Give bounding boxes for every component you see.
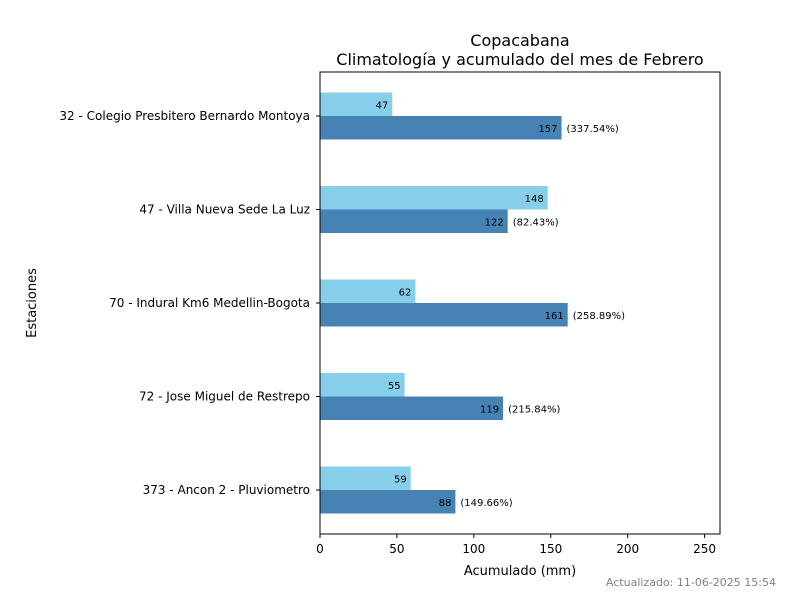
bar-value-label: 47 [376,100,389,111]
x-axis-label: Acumulado (mm) [464,564,576,579]
x-axis: 0 50 100 150 200 250 [316,534,716,556]
bar-labels-layer: 47 157 (337.54%) 148 122 (82.43%) 62 161 (258.89… [376,100,626,509]
bar-percent-label: (258.89%) [573,311,625,322]
bars-layer [320,92,568,514]
bar-value-label: 88 [439,498,452,509]
chart-subtitle: Climatología y acumulado del mes de Febr… [336,50,703,69]
climatology-bar [320,92,393,116]
accumulated-bar [320,116,562,140]
bar-percent-label: (82.43%) [513,217,559,228]
bar-percent-label: (149.66%) [460,498,512,509]
climatology-bar [320,186,548,210]
x-tick-label: 100 [462,542,485,556]
accumulated-bar [320,490,456,514]
climatology-bar [320,466,411,490]
x-tick-label: 50 [389,542,404,556]
bar-value-label: 62 [399,287,412,298]
bar-value-label: 59 [394,474,407,485]
bar-value-label: 122 [485,217,504,228]
y-tick-label: 70 - Indural Km6 Medellin-Bogota [109,296,310,310]
bar-value-label: 161 [545,311,564,322]
bar-value-label: 148 [525,194,544,205]
y-tick-label: 72 - Jose Miguel de Restrepo [139,390,310,404]
accumulated-bar [320,209,508,233]
climatology-bar [320,373,405,397]
climatology-bar [320,279,416,303]
y-tick-label: 32 - Colegio Presbitero Bernardo Montoya [59,109,310,123]
x-tick-label: 150 [539,542,562,556]
y-tick-label: 47 - Villa Nueva Sede La Luz [139,203,310,217]
bar-value-label: 119 [480,404,499,415]
y-axis-label: Estaciones [25,268,40,338]
x-tick-label: 250 [693,542,716,556]
updated-timestamp: Actualizado: 11-06-2025 15:54 [606,576,776,589]
bar-percent-label: (215.84%) [508,404,560,415]
bar-value-label: 55 [388,381,401,392]
bar-percent-label: (337.54%) [567,124,619,135]
chart-title: Copacabana [470,31,569,50]
x-tick-label: 200 [616,542,639,556]
y-axis: 32 - Colegio Presbitero Bernardo Montoya… [59,109,320,497]
accumulated-bar [320,396,504,420]
y-tick-label: 373 - Ancon 2 - Pluviometro [143,483,310,497]
accumulated-bar [320,303,568,327]
x-tick-label: 0 [316,542,324,556]
bar-value-label: 157 [538,124,557,135]
